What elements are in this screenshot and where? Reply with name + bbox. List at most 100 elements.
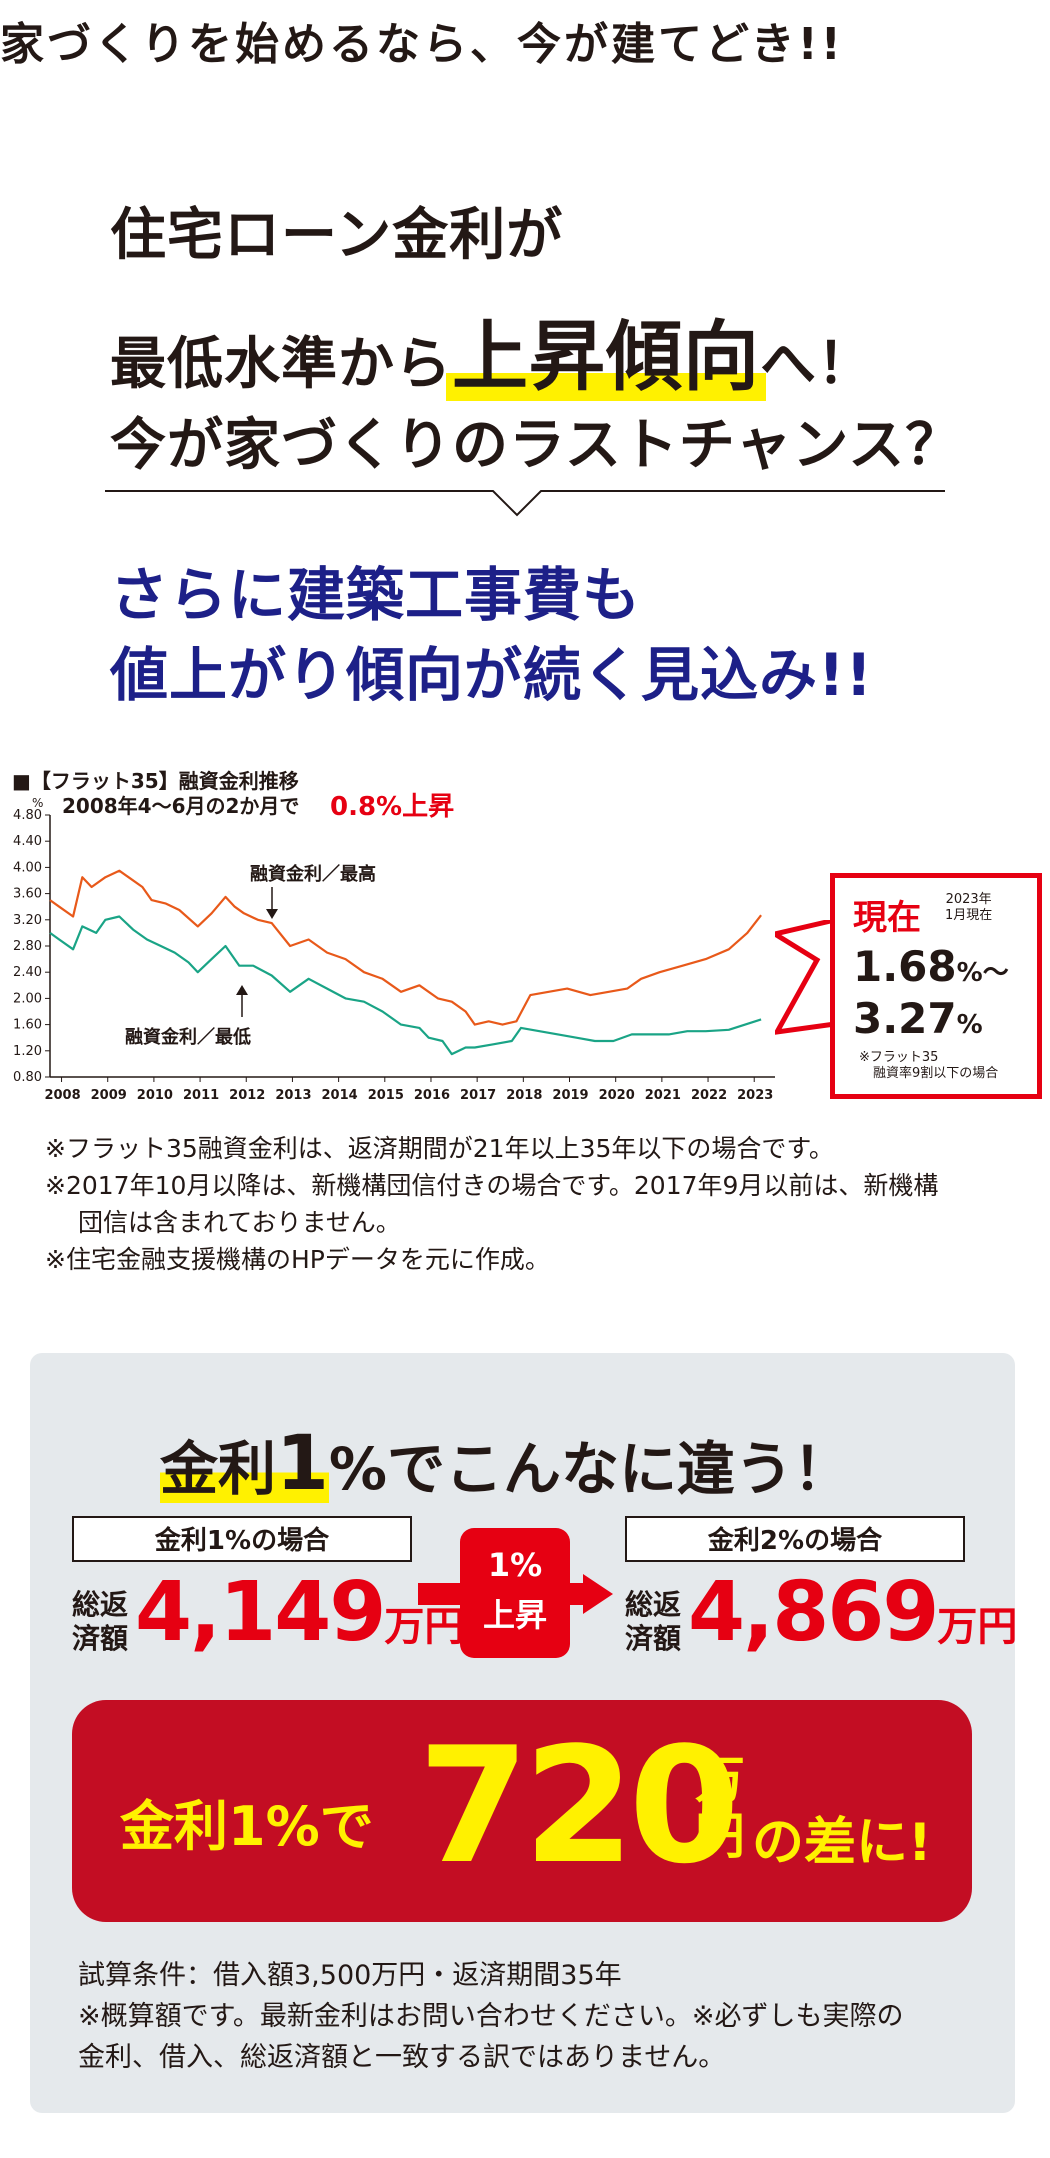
chart-notes: ※フラット35融資金利は、返済期間が21年以上35年以下の場合です。 ※2017… [45,1130,1025,1278]
page-headline: 家づくりを始めるなら、今が建てどき!! [0,19,844,70]
x-tick-label: 2020 [599,1088,635,1103]
right-sum-label: 総返 済額 [625,1588,681,1656]
y-tick-label: 2.40 [13,965,42,980]
note-2-cont: 団信は含まれておりません。 [78,1208,401,1237]
series-low-line [49,915,762,1056]
result-post: の差に! [752,1813,932,1873]
left-sum: 4,149万円 [135,1565,464,1660]
label-high-arrowhead [266,909,278,919]
arrow-top-text: 1% [487,1546,543,1584]
callout-foot-2: 融資率9割以下の場合 [873,1066,999,1081]
callout-footnote: ※フラット35 融資率9割以下の場合 [859,1050,998,1082]
chart-annotation-note: 2008年4〜6月の2か月で [62,794,299,818]
x-tick-label: 2010 [137,1088,173,1103]
result-unit-bottom: 円 [695,1807,745,1865]
callout-note-year: 2023年 [945,892,992,907]
rate-max-unit: % [956,1010,983,1040]
sub-line-1: さらに建築工事費も [110,561,642,629]
x-tick-label: 2022 [691,1088,727,1103]
comparison-title: 金利1%でこんなに違う！ [160,1418,851,1507]
rise-arrow-label: 1% 上昇 [460,1540,570,1640]
y-tick-label: 4.40 [13,834,42,849]
hero-line-2-post: へ！ [760,332,874,397]
y-tick-label: 0.80 [13,1070,42,1085]
calc-conditions: 試算条件：借入額3,500万円・返済期間35年 ※概算額です。最新金利はお問い合… [78,1955,904,2078]
chart-title: ■【フラット35】融資金利推移 [12,769,299,793]
sum-label-2: 済額 [72,1622,129,1655]
x-tick-label: 2021 [645,1088,681,1103]
callout-now: 現在 [853,898,921,938]
divider-notch [105,490,945,517]
title-post: %でこんなに違う！ [328,1435,852,1503]
sum-label-1: 総返 [72,1588,129,1621]
arrow-bottom-text: 上昇 [482,1596,547,1634]
series-high-line [49,869,762,1026]
sum-label-2: 済額 [625,1622,682,1655]
note-1: ※フラット35融資金利は、返済期間が21年以上35年以下の場合です。 [45,1134,834,1163]
label-high: 融資金利／最高 [250,863,376,885]
y-tick-label: 3.60 [13,887,42,902]
result-pre: 金利1%で [120,1795,374,1858]
left-sum-unit: 万円 [384,1604,465,1650]
callout-note-month: 1月現在 [945,908,993,923]
left-case-label: 金利1%の場合 [72,1516,412,1562]
right-sum: 4,869万円 [688,1565,1017,1660]
x-tick-label: 2015 [368,1088,404,1103]
result-unit-top: 万 [695,1751,745,1809]
note-3: ※住宅金融支援機構のHPデータを元に作成。 [45,1245,550,1274]
y-tick-label: 4.00 [13,860,42,875]
callout-foot-1: ※フラット35 [859,1050,939,1065]
condition-2: ※概算額です。最新金利はお問い合わせください。※必ずしも実際の [78,2001,904,2032]
right-sum-unit: 万円 [937,1604,1018,1650]
callout-pointer [775,920,837,1035]
x-tick-label: 2019 [552,1088,588,1103]
y-tick-label: 1.60 [13,1018,42,1033]
x-tick-label: 2008 [44,1088,80,1103]
result-unit: 万 円 [695,1752,745,1864]
x-tick-label: 2009 [91,1088,127,1103]
rise-arrow-icon [418,1528,613,1658]
rate-chart: %4.80 4.40 4.00 3.60 3.20 2.80 2.40 2.00 1.60 1.2… [13,792,775,1103]
x-tick-label: 2011 [183,1088,219,1103]
callout-date-note: 2023年 1月現在 [945,892,992,924]
hero-highlight: 上昇傾向 [446,295,766,405]
label-low: 融資金利／最低 [125,1026,251,1048]
y-tick-label: 1.20 [13,1044,42,1059]
result-banner [72,1700,972,1922]
left-sum-value: 4,149 [135,1565,386,1660]
x-tick-label: 2012 [229,1088,265,1103]
current-rate-callout: 現在 2023年 1月現在 1.68%〜 3.27% ※フラット35 融資率9割… [830,873,1042,1099]
rate-min-unit: %〜 [956,958,1009,988]
rate-min-value: 1.68 [853,942,957,991]
title-highlight: 金利1 [160,1418,329,1507]
condition-1: 試算条件：借入額3,500万円・返済期間35年 [78,1960,622,1991]
y-tick-label: 2.80 [13,939,42,954]
callout-rate-min: 1.68%〜 [853,942,1009,991]
title-num: 1 [276,1418,329,1507]
hero-line-1: 住宅ローン金利が [110,203,564,268]
condition-3: 金利、借入、総返済額と一致する訳ではありません。 [78,2042,726,2073]
y-tick-label: 3.20 [13,913,42,928]
hero-line-3: 今が家づくりのラストチャンス？ [110,413,963,478]
sub-line-2: 値上がり傾向が続く見込み!! [110,641,873,709]
y-tick-label: 2.00 [13,991,42,1006]
rate-max-value: 3.27 [853,994,957,1043]
callout-rate-max: 3.27% [853,994,983,1043]
title-pre: 金利 [160,1435,277,1503]
y-tick-label: 4.80 [13,808,42,823]
label-low-arrowhead [236,985,248,995]
x-tick-label: 2014 [322,1088,358,1103]
x-tick-label: 2023 [737,1088,773,1103]
x-tick-label: 2016 [414,1088,450,1103]
right-sum-value: 4,869 [688,1565,939,1660]
note-2: ※2017年10月以降は、新機構団信付きの場合です。2017年9月以前は、新機構 [45,1171,939,1200]
hero-line-2: 最低水準から上昇傾向へ！ [110,295,990,405]
y-unit: % [32,796,43,810]
chart-annotation-rise: 0.8%上昇 [330,792,454,822]
right-case-label: 金利2%の場合 [625,1516,965,1562]
result-number: 720 [418,1712,740,1899]
x-tick-label: 2017 [460,1088,496,1103]
left-sum-label: 総返 済額 [72,1588,128,1656]
x-tick-label: 2013 [275,1088,311,1103]
sum-label-1: 総返 [625,1588,682,1621]
